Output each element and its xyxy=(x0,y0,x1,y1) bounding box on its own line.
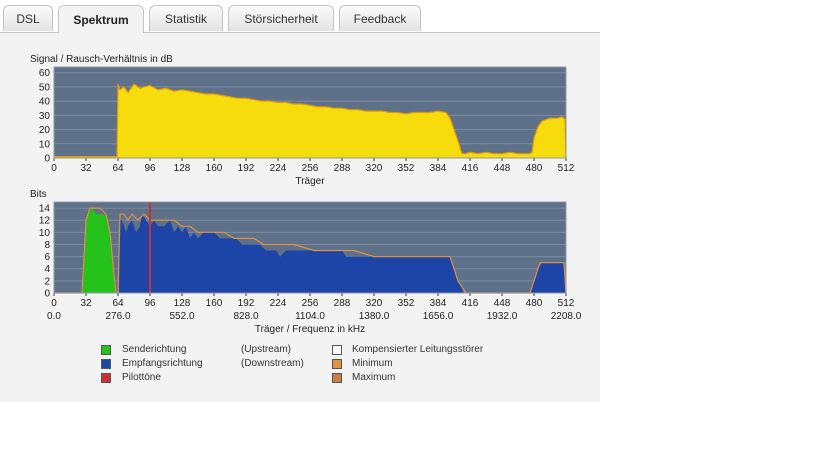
x-tick-label: 128 xyxy=(174,163,191,174)
freq-tick-label: 1932.0 xyxy=(487,311,518,322)
legend-swatch-minimum xyxy=(332,359,342,369)
snr-edge-line xyxy=(54,83,567,159)
y-tick-label: 8 xyxy=(44,240,50,251)
tab-label: Statistik xyxy=(164,11,207,26)
x-tick-label: 480 xyxy=(526,298,543,309)
plot-border xyxy=(53,66,567,159)
legend-swatch-upstream xyxy=(101,345,111,355)
x-tick-label: 64 xyxy=(112,163,124,174)
x-tick-label: 128 xyxy=(174,298,191,309)
series-area-upstream xyxy=(82,208,116,293)
tab-bar: DSL Spektrum Statistik Störsicherheit Fe… xyxy=(0,0,600,33)
x-tick-label: 320 xyxy=(366,298,383,309)
tab-label: Spektrum xyxy=(73,12,129,27)
y-tick-label: 0 xyxy=(44,154,50,165)
x-tick-label: 384 xyxy=(430,298,447,309)
x-tick-label: 256 xyxy=(302,163,319,174)
x-tick-label: 192 xyxy=(238,298,255,309)
x-tick-label: 416 xyxy=(462,298,479,309)
y-tick-label: 30 xyxy=(39,111,51,122)
legend-label-leitungsstoerer: Kompensierter Leitungsstörer xyxy=(352,344,484,355)
freq-tick-label: 1380.0 xyxy=(359,311,390,322)
tab-label: Feedback xyxy=(353,11,407,26)
legend-swatch-leitungsstoerer xyxy=(332,345,342,355)
y-tick-label: 14 xyxy=(39,204,51,215)
y-tick-label: 60 xyxy=(39,68,51,79)
x-tick-label: 448 xyxy=(494,298,511,309)
tab-stoersicherheit[interactable]: Störsicherheit xyxy=(228,5,334,31)
freq-tick-label: 828.0 xyxy=(233,311,258,322)
x-tick-label: 352 xyxy=(398,163,415,174)
legend-label-upstream: Senderichtung xyxy=(122,344,187,355)
y-tick-label: 6 xyxy=(44,252,50,263)
x-tick-label: 288 xyxy=(334,163,351,174)
tab-feedback[interactable]: Feedback xyxy=(339,5,421,31)
freq-tick-label: 2208.0 xyxy=(551,311,582,322)
bits-chart-title: Bits xyxy=(30,189,47,200)
x-tick-label: 288 xyxy=(334,298,351,309)
x-tick-label: 256 xyxy=(302,298,319,309)
x-tick-label: 64 xyxy=(112,298,124,309)
freq-tick-label: 276.0 xyxy=(105,311,130,322)
series-area-snr xyxy=(54,84,566,158)
y-tick-label: 10 xyxy=(39,139,51,150)
x-tick-label: 416 xyxy=(462,163,479,174)
x-tick-label: 320 xyxy=(366,163,383,174)
tab-spektrum[interactable]: Spektrum xyxy=(58,5,144,33)
tab-dsl[interactable]: DSL xyxy=(3,5,53,31)
x-tick-label: 480 xyxy=(526,163,543,174)
series-area-downstream xyxy=(119,214,565,293)
x-tick-label: 160 xyxy=(206,163,223,174)
x-axis-label: Träger xyxy=(295,176,325,187)
x-tick-label: 160 xyxy=(206,298,223,309)
y-tick-label: 2 xyxy=(44,276,50,287)
y-tick-label: 10 xyxy=(39,228,51,239)
legend-swatch-pilot xyxy=(101,373,111,383)
snr-chart: 0 10 20 30 40 50 60 0 32 64 96 128 160 192 224 256 288 32… xyxy=(39,66,575,187)
x-tick-label: 192 xyxy=(238,163,255,174)
x-tick-label: 448 xyxy=(494,163,511,174)
y-tick-label: 40 xyxy=(39,97,51,108)
x-tick-label: 96 xyxy=(144,298,156,309)
x-tick-label: 32 xyxy=(80,298,92,309)
x-tick-label: 96 xyxy=(144,163,156,174)
tab-label: Störsicherheit xyxy=(244,11,318,26)
y-tick-label: 0 xyxy=(44,289,50,300)
y-tick-label: 20 xyxy=(39,125,51,136)
x-tick-label: 512 xyxy=(558,163,575,174)
x-tick-label: 0 xyxy=(51,298,57,309)
legend-note-upstream: (Upstream) xyxy=(241,344,292,355)
freq-tick-label: 1104.0 xyxy=(295,311,325,322)
y-tick-label: 12 xyxy=(39,216,51,227)
legend-label-maximum: Maximum xyxy=(352,372,396,383)
legend-swatch-downstream xyxy=(101,359,111,369)
legend-label-downstream: Empfangsrichtung xyxy=(122,358,203,369)
freq-tick-label: 1656.0 xyxy=(423,311,454,322)
y-tick-label: 4 xyxy=(44,264,50,275)
plot-border xyxy=(53,201,567,294)
tab-label: DSL xyxy=(16,11,40,26)
x-tick-label: 224 xyxy=(270,163,287,174)
x-tick-label: 384 xyxy=(430,163,447,174)
legend-label-pilot: Pilottöne xyxy=(122,372,161,383)
legend-note-downstream: (Downstream) xyxy=(241,358,304,369)
x-tick-label: 0 xyxy=(51,163,57,174)
legend-label-minimum: Minimum xyxy=(352,358,393,369)
x-tick-label: 32 xyxy=(80,163,92,174)
freq-tick-label: 0.0 xyxy=(47,311,61,322)
y-tick-label: 50 xyxy=(39,82,51,93)
snr-chart-title: Signal / Rausch-Verhältnis in dB xyxy=(30,54,173,65)
legend-swatch-maximum xyxy=(332,373,342,383)
x-tick-label: 224 xyxy=(270,298,287,309)
tab-statistik[interactable]: Statistik xyxy=(149,5,223,31)
x-tick-label: 352 xyxy=(398,298,415,309)
x-tick-label: 512 xyxy=(558,298,575,309)
freq-tick-label: 552.0 xyxy=(169,311,194,322)
x-axis-label: Träger / Frequenz in kHz xyxy=(255,324,365,335)
